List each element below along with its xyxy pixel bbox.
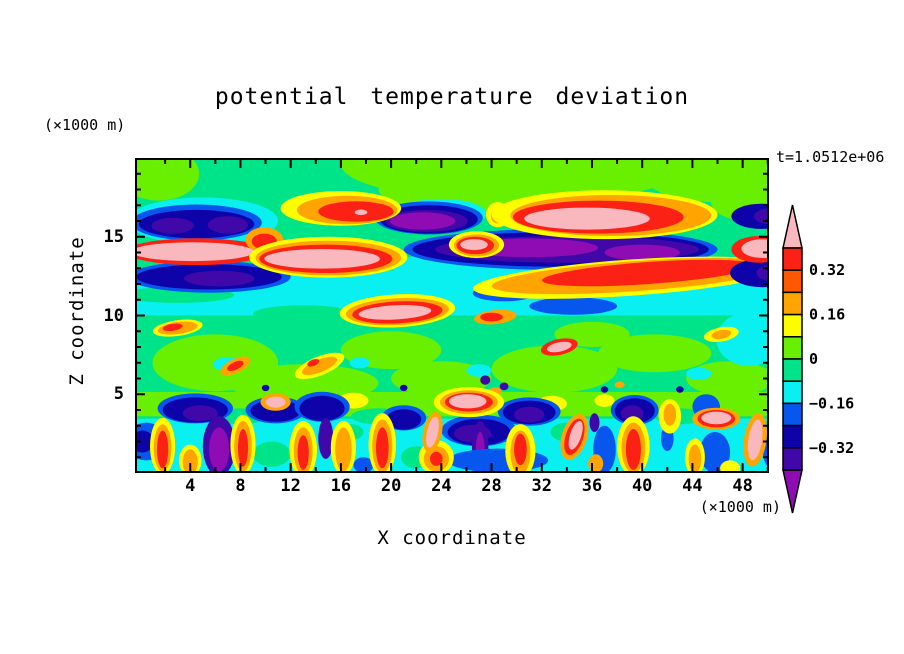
colorbar-segment (782, 447, 803, 471)
colorbar: 0.32 0.16 0 −0.16 −0.32 (782, 204, 854, 514)
x-tick-label: 28 (481, 476, 502, 496)
colorbar-label: 0 (809, 350, 818, 368)
colorbar-segment (782, 424, 803, 449)
colorbar-segment (782, 269, 803, 294)
colorbar-segment (782, 380, 803, 405)
y-tick-label: 10 (103, 305, 124, 326)
colorbar-segment (782, 291, 803, 316)
x-tick-label: 24 (431, 476, 452, 496)
colorbar-label: −0.32 (809, 439, 854, 457)
contour-plot-canvas (135, 158, 769, 473)
contour-plot-area (135, 158, 769, 473)
x-tick-label: 40 (631, 476, 653, 496)
colorbar-label: 0.32 (809, 261, 845, 279)
x-tick-label: 44 (682, 476, 703, 496)
time-annotation: t=1.0512e+06 (776, 148, 885, 166)
contour-field (135, 158, 769, 473)
x-tick-label: 16 (330, 476, 352, 496)
colorbar-label: 0.16 (809, 306, 845, 324)
axes-ticks (135, 158, 769, 473)
y-tick-label: 5 (113, 384, 124, 405)
y-axis-units-label: (×1000 m) (44, 116, 126, 134)
x-tick-label: 12 (280, 476, 301, 496)
colorbar-segment (782, 313, 803, 338)
x-tick-label: 32 (531, 476, 552, 496)
x-axis-units-label: (×1000 m) (699, 498, 781, 516)
page-title: potential temperature deviation (214, 84, 690, 110)
x-tick-label: 8 (235, 476, 246, 496)
x-tick-label: 4 (185, 476, 196, 496)
colorbar-segment (782, 358, 803, 382)
colorbar-over-arrow (782, 204, 803, 249)
x-axis-label: X coordinate (377, 527, 527, 549)
x-tick-label: 48 (732, 476, 753, 496)
plot-frame-border (135, 158, 769, 473)
colorbar-segment (782, 247, 803, 271)
colorbar-segment (782, 336, 803, 360)
colorbar-label: −0.16 (809, 394, 854, 412)
y-tick-label: 15 (103, 226, 124, 247)
colorbar-under-arrow (782, 469, 803, 514)
x-tick-label: 20 (380, 476, 402, 496)
x-tick-label: 36 (581, 476, 603, 496)
colorbar-segment (782, 402, 803, 427)
